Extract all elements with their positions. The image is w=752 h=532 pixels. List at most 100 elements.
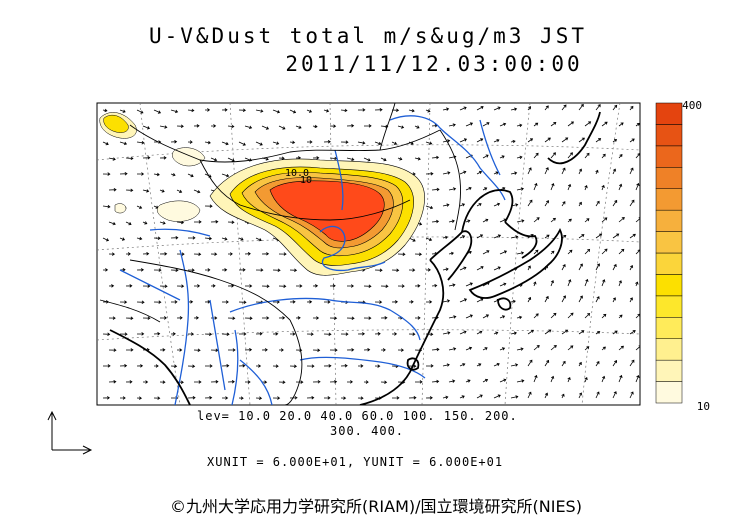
wind-arrow <box>340 332 349 336</box>
wind-arrow <box>578 201 582 207</box>
wind-arrow <box>584 152 590 159</box>
wind-arrow <box>425 364 434 368</box>
wind-arrow <box>193 220 202 224</box>
wind-arrow <box>448 123 456 127</box>
wind-arrow <box>584 218 590 223</box>
wind-arrow <box>550 183 555 191</box>
wind-arrow <box>527 329 534 335</box>
wind-arrow <box>397 125 405 129</box>
colorbar-max-label: 400 <box>682 99 702 112</box>
wind-arrow <box>510 235 519 239</box>
wind-arrow <box>380 124 389 129</box>
wind-arrow <box>119 332 128 336</box>
wind-arrow <box>188 332 194 336</box>
wind-arrow <box>102 204 111 209</box>
wind-arrow <box>159 380 166 384</box>
wind-arrow <box>102 268 109 272</box>
wind-arrow <box>380 348 386 352</box>
wind-arrow <box>136 396 143 400</box>
colorbar-swatch <box>655 274 683 297</box>
wind-arrow <box>527 359 533 367</box>
wind-arrow <box>204 108 211 112</box>
wind-arrow <box>153 236 161 240</box>
wind-arrow <box>431 219 440 224</box>
wind-arrow <box>442 203 450 207</box>
wind-arrow <box>544 137 551 143</box>
wind-arrow <box>391 332 398 336</box>
wind-arrow <box>363 157 371 162</box>
wind-arrow <box>629 167 634 175</box>
wind-arrow <box>499 347 506 351</box>
wind-arrow <box>176 284 185 288</box>
wind-arrow <box>324 300 331 304</box>
wind-arrow <box>425 237 433 242</box>
wind-arrow <box>561 295 566 303</box>
wind-arrow <box>431 155 440 160</box>
wind-arrow <box>187 268 195 272</box>
wind-arrow <box>533 345 540 351</box>
wind-arrow <box>296 284 303 288</box>
wind-arrow <box>584 278 589 287</box>
wind-arrow <box>374 141 382 146</box>
wind-arrow <box>601 248 608 255</box>
wind-arrow <box>272 268 281 272</box>
wind-arrow <box>618 153 623 159</box>
wind-arrow <box>618 122 624 127</box>
wind-arrow <box>442 171 451 175</box>
wind-arrow <box>125 221 132 226</box>
wind-arrow <box>595 331 601 335</box>
wind-arrow <box>629 391 634 399</box>
wind-arrow <box>159 125 168 129</box>
wind-arrow <box>516 123 523 128</box>
wind-arrow <box>142 125 151 130</box>
wind-arrow <box>193 252 202 256</box>
wind-arrow <box>612 297 616 303</box>
wind-arrow <box>561 263 566 271</box>
wind-arrow <box>601 121 608 127</box>
wind-arrow <box>159 221 166 225</box>
wind-arrow <box>323 332 332 336</box>
wind-arrow <box>459 330 467 335</box>
wind-arrow <box>227 252 233 256</box>
wind-arrow <box>459 266 467 271</box>
wind-arrow <box>465 379 471 383</box>
wind-arrow <box>595 296 600 303</box>
wind-arrow <box>108 380 117 384</box>
wind-arrow <box>244 316 253 320</box>
wind-arrow <box>544 200 549 207</box>
wind-arrow <box>272 141 280 145</box>
wind-arrow <box>578 392 583 399</box>
wind-arrow <box>323 140 331 144</box>
wind-arrow <box>510 139 516 144</box>
wind-arrow <box>476 170 483 175</box>
wind-arrow <box>261 252 270 256</box>
wind-arrow <box>278 125 286 130</box>
wind-arrow <box>629 105 634 111</box>
wind-arrow <box>493 202 501 207</box>
credit-text: ©九州大学応用力学研究所(RIAM)/国立環境研究所(NIES) <box>170 497 582 516</box>
wind-arrow <box>204 140 211 145</box>
wind-arrow <box>357 332 365 336</box>
wind-arrow <box>601 346 606 351</box>
wind-arrow <box>544 359 550 367</box>
wind-arrow <box>612 360 617 367</box>
wind-arrow <box>629 297 633 303</box>
wind-arrow <box>601 313 607 319</box>
wind-arrow <box>465 186 472 191</box>
wind-arrow <box>193 284 201 288</box>
wind-arrow <box>187 173 194 178</box>
wind-arrow <box>476 363 482 367</box>
wind-arrow <box>306 364 315 368</box>
wind-arrow <box>108 316 116 320</box>
wind-arrow <box>567 376 571 383</box>
wind-arrow <box>612 139 618 143</box>
wind-arrow <box>397 284 405 288</box>
wind-arrow <box>425 172 434 176</box>
wind-arrow <box>550 375 555 383</box>
wind-arrow <box>346 316 355 320</box>
wind-arrow <box>414 380 423 384</box>
wind-arrow <box>442 107 450 111</box>
wind-arrow <box>493 106 501 111</box>
wind-arrow <box>108 348 117 352</box>
wind-arrow <box>391 268 400 272</box>
